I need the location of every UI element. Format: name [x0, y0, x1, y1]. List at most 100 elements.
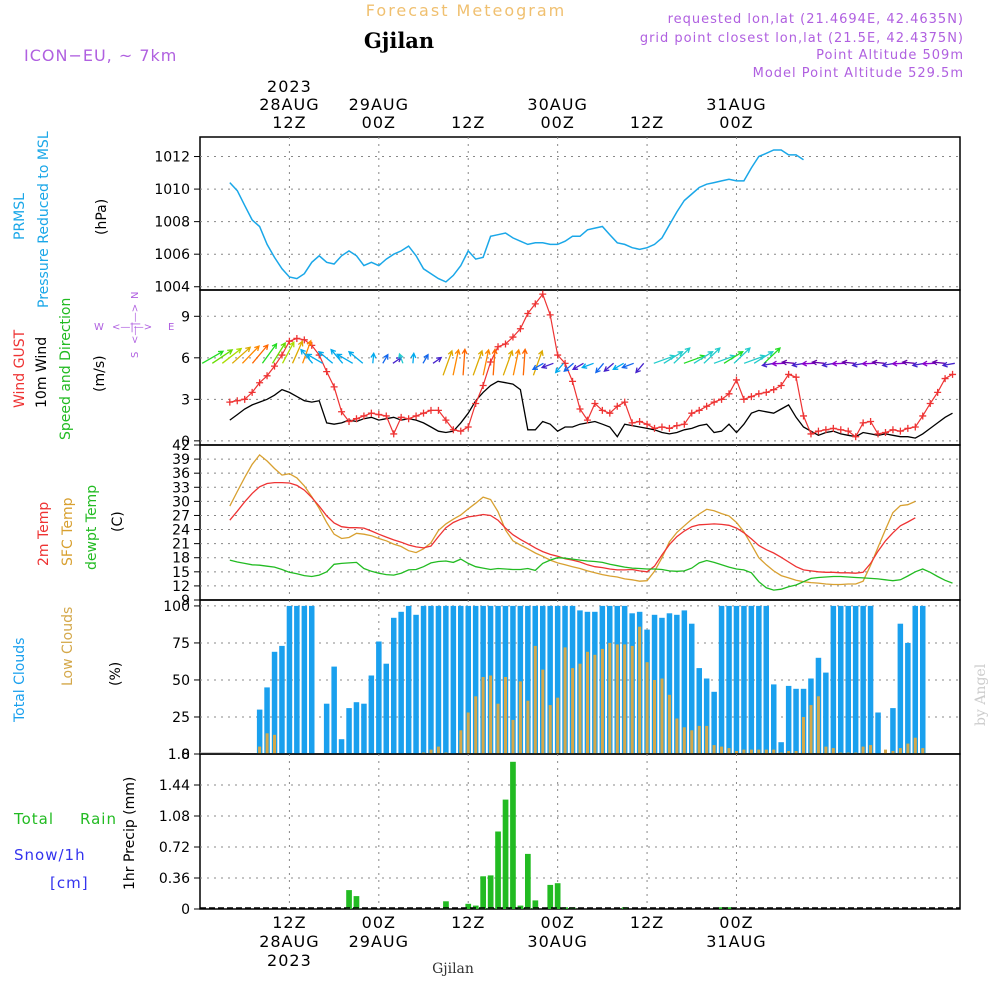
chart-marks: 1004100610081010101203699121518212427303…	[154, 77, 961, 970]
compass-n: N	[130, 292, 141, 299]
wind-direction-arrow	[300, 348, 314, 364]
wind-direction-arrow	[532, 349, 544, 376]
low-cloud-bar	[705, 725, 709, 754]
gust-marker	[911, 423, 919, 431]
total-cloud-bar	[823, 672, 829, 754]
panel-3: 0 25 50 75 100	[163, 599, 961, 763]
rain-bar	[532, 900, 539, 909]
gust-marker	[501, 340, 509, 348]
ytick-label: 15	[172, 565, 190, 581]
ytick-label: 1.8	[168, 747, 190, 763]
gust-marker	[822, 426, 830, 434]
total-cloud-bar	[838, 605, 844, 754]
total-cloud-bar	[830, 605, 837, 754]
low-cloud-bar	[504, 677, 507, 754]
gust-marker	[293, 334, 301, 342]
top-date-label: 30AUG	[527, 95, 587, 114]
pressure-line	[229, 149, 804, 283]
panel-frame	[199, 753, 961, 910]
total-cloud-bar	[718, 605, 725, 754]
total-cloud-bar	[785, 685, 792, 754]
low-cloud-bar	[772, 749, 776, 754]
precip-unit: 1hr Precip (mm)	[122, 777, 138, 890]
gust-marker	[718, 395, 726, 403]
total-cloud-bar	[517, 605, 524, 754]
top-hour-label: 12Z	[451, 113, 485, 132]
gust-marker	[300, 336, 308, 344]
total-cloud-bar	[383, 663, 389, 754]
wind-direction-arrow	[770, 360, 785, 367]
gust-marker	[658, 423, 666, 431]
precip-panel-labels: Total Rain Snow/1h [cm] 1hr Precip (mm)	[13, 777, 138, 892]
total-cloud-bar	[368, 675, 375, 754]
gust-marker	[248, 388, 256, 396]
gust-marker	[934, 388, 942, 396]
wind-direction-arrow	[753, 350, 774, 364]
ytick-label: 75	[172, 636, 190, 652]
total-cloud-bar	[763, 605, 769, 754]
gust-marker	[472, 399, 480, 407]
low-cloud-bar	[869, 745, 873, 754]
low-cloud-bar	[667, 694, 671, 754]
total-cloud-bar	[465, 605, 471, 754]
ytick-label: 100	[163, 599, 190, 615]
gust-marker	[390, 430, 398, 438]
precip-label-total: Total	[13, 810, 54, 828]
total-cloud-bar	[458, 605, 464, 754]
total-cloud-bar	[256, 709, 263, 754]
ytick-label: 21	[172, 537, 190, 553]
wind-direction-arrow	[502, 349, 514, 376]
total-cloud-bar	[897, 623, 904, 754]
wind-direction-arrow	[291, 340, 304, 364]
model-label: ICON−EU, ~ 7km	[24, 46, 177, 65]
wind-unit: (m/s)	[92, 355, 108, 392]
wind-direction-arrow	[221, 347, 243, 364]
low-cloud-bar	[630, 645, 634, 754]
gust-marker	[382, 412, 390, 420]
ytick-label: 0	[181, 747, 190, 763]
wind-direction-arrow	[461, 348, 468, 376]
wind-direction-arrow	[603, 362, 615, 372]
gust-marker	[941, 375, 949, 383]
cloud-panel-labels: Total Clouds Low Clouds (%)	[12, 607, 124, 723]
low-cloud-bar	[511, 719, 515, 754]
wind-direction-arrow	[472, 349, 484, 376]
total-cloud-bar	[756, 605, 762, 754]
gust-marker	[621, 398, 629, 406]
ytick-label: 36	[172, 466, 190, 482]
gust-marker	[785, 370, 793, 378]
rain-bar	[495, 831, 501, 909]
gust-marker	[747, 393, 755, 401]
low-cloud-bar	[891, 751, 895, 754]
rain-bar	[547, 884, 554, 909]
ytick-label: 1004	[154, 280, 190, 296]
wind-direction-arrow	[271, 341, 286, 364]
wind-direction-arrow	[512, 348, 521, 376]
compass-arrows-v: <—|—>	[130, 304, 141, 344]
gust-marker	[427, 406, 435, 414]
gust-marker	[636, 417, 644, 425]
dewpt-line	[229, 557, 953, 591]
total-cloud-bar	[852, 605, 859, 754]
top-hour-label: 00Z	[719, 113, 753, 132]
wind-direction-arrow	[780, 359, 795, 366]
gust-marker	[807, 430, 815, 438]
low-cloud-bar	[809, 705, 813, 754]
wind-direction-arrow	[211, 349, 234, 364]
total-cloud-bar	[666, 613, 673, 754]
gust-marker	[800, 412, 808, 420]
gust-marker	[509, 333, 517, 341]
gust-marker	[576, 405, 584, 413]
total-cloud-bar	[420, 605, 427, 754]
wind-direction-arrow	[261, 342, 278, 364]
wind-direction-arrow	[251, 343, 269, 364]
ytick-label: 1.44	[159, 778, 190, 794]
ytick-label: 27	[172, 508, 190, 524]
low-cloud-bar	[898, 748, 902, 754]
pressure-label-1: PRMSL	[12, 193, 28, 240]
ytick-label: 0.36	[159, 871, 190, 887]
panel-frame	[199, 136, 961, 291]
gust-marker	[673, 422, 681, 430]
rain-bar	[718, 907, 725, 909]
gust-marker	[375, 411, 383, 419]
